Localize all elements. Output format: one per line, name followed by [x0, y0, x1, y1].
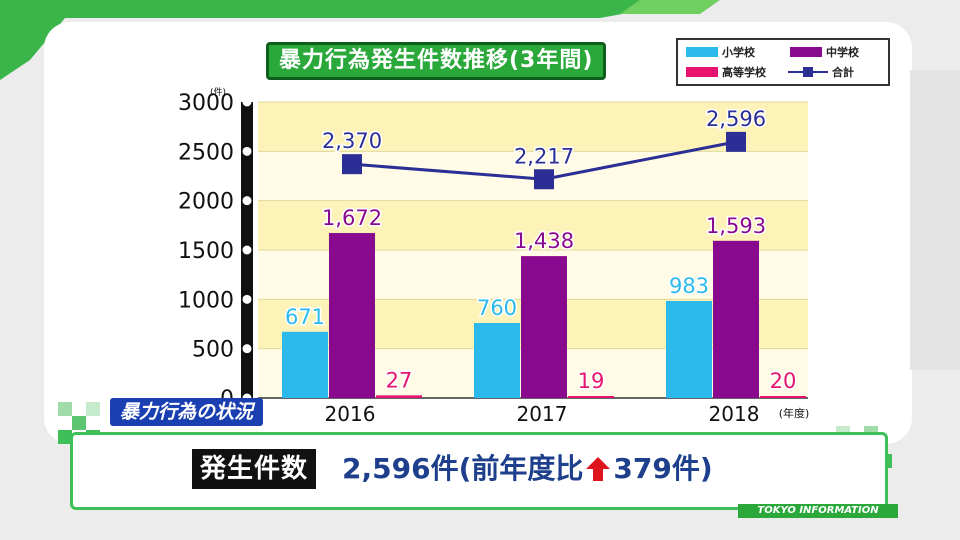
x-tick-label-0: 2016: [325, 402, 376, 426]
legend-label-high-school: 高等学校: [722, 66, 766, 79]
legend-label-total: 合計: [832, 66, 854, 79]
legend-swatch-high-school: [686, 67, 718, 77]
y-tick-label: 3000: [178, 91, 234, 116]
y-tick-dot: [242, 97, 252, 107]
bar-0-0: [282, 331, 328, 398]
bar-label-0-1: 760: [477, 296, 517, 320]
legend-swatch-total: [788, 67, 828, 77]
bar-label-2-1: 19: [578, 369, 605, 393]
bar-0-1: [474, 323, 520, 398]
legend-swatch-junior-high: [790, 47, 822, 57]
x-unit-label: (年度): [779, 406, 810, 420]
legend-swatch-elementary: [686, 47, 718, 57]
legend-item-high-school: 高等学校: [686, 64, 766, 80]
y-tick-dot: [242, 146, 252, 156]
legend-label-junior-high: 中学校: [826, 46, 859, 59]
chart-title: 暴力行為発生件数推移(3年間): [266, 42, 607, 80]
legend-item-elementary: 小学校: [686, 44, 755, 60]
total-label-1: 2,217: [514, 144, 574, 168]
y-tick-dot: [242, 245, 252, 255]
legend-item-total: 合計: [788, 64, 854, 80]
bar-label-1-1: 1,438: [514, 229, 574, 253]
x-tick-label-1: 2017: [517, 402, 568, 426]
up-arrow-icon: [586, 457, 611, 481]
total-point-0: [342, 154, 362, 175]
legend-item-junior-high: 中学校: [790, 44, 859, 60]
total-point-1: [534, 169, 554, 190]
y-tick-label: 2000: [178, 190, 234, 215]
x-tick-label-2: 2018: [709, 402, 760, 426]
summary-tag: 発生件数: [192, 449, 317, 489]
bar-1-1: [521, 256, 567, 398]
bar-2-1: [568, 396, 614, 398]
bar-2-2: [760, 396, 806, 398]
bar-label-1-0: 1,672: [322, 206, 382, 230]
y-tick-label: 500: [192, 338, 234, 363]
y-tick-label: 1000: [178, 288, 234, 313]
bar-2-0: [376, 395, 422, 398]
y-tick-dot: [242, 294, 252, 304]
bar-label-0-2: 983: [669, 274, 709, 298]
bar-0-2: [666, 301, 712, 398]
bar-1-2: [713, 240, 759, 398]
y-tick-dot: [242, 344, 252, 354]
y-tick-label: 1500: [178, 239, 234, 264]
total-label-2: 2,596: [706, 107, 766, 131]
bar-label-2-0: 27: [386, 368, 413, 392]
y-unit-label: (件): [210, 86, 226, 98]
legend-label-elementary: 小学校: [722, 46, 755, 59]
footer-brand: TOKYO INFORMATION: [738, 504, 898, 518]
total-label-0: 2,370: [322, 129, 382, 153]
bar-label-0-0: 671: [285, 305, 325, 329]
bar-1-0: [329, 233, 375, 398]
bar-label-2-2: 20: [770, 369, 797, 393]
summary-value: 2,596件(前年度比 379件): [342, 449, 713, 489]
bar-label-1-2: 1,593: [706, 214, 766, 238]
y-tick-label: 2500: [178, 140, 234, 165]
summary-value-prefix: 2,596件(前年度比: [342, 452, 584, 485]
grid-band: [258, 102, 808, 152]
summary-value-suffix: 379件): [613, 452, 713, 485]
total-point-2: [726, 131, 746, 152]
y-tick-dot: [242, 196, 252, 206]
section-label: 暴力行為の状況: [110, 398, 264, 426]
legend: 小学校 中学校 高等学校 合計: [676, 38, 890, 86]
